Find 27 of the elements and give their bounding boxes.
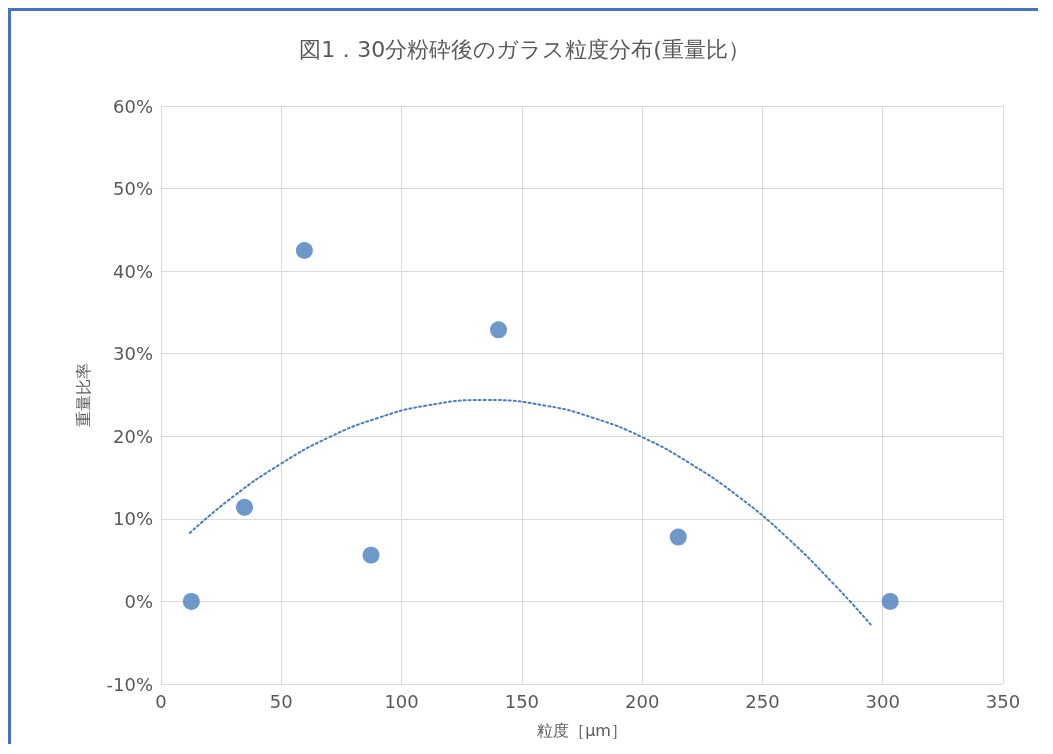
point [182, 592, 200, 610]
x-tick-label: 0 [155, 690, 167, 712]
x-tick-label: 300 [865, 690, 900, 712]
y-axis-title: 重量比率 [73, 363, 93, 427]
point [236, 498, 253, 516]
y-tick-label: -10% [106, 673, 153, 695]
point [490, 321, 508, 339]
y-tick-label: 50% [112, 178, 153, 200]
line-series [188, 398, 872, 626]
x-tick-label: 200 [624, 690, 660, 712]
x-axis-title: 粒度［μm］ [537, 720, 627, 740]
point [669, 528, 687, 546]
y-tick-label: 10% [112, 508, 153, 530]
x-tick-label: 350 [985, 690, 1021, 712]
y-tick-label: 20% [112, 425, 153, 447]
y-tick-label: 40% [112, 260, 153, 282]
x-tick-label: 50 [269, 690, 293, 712]
point [295, 242, 313, 259]
y-tick-label: 60% [112, 95, 153, 117]
y-tick-label: 0% [124, 590, 153, 612]
x-tick-label: 150 [504, 690, 540, 712]
chart-title: 図1．30分粉砕後のガラス粒度分布(重量比） [299, 36, 750, 62]
x-tick-label: 250 [745, 690, 780, 712]
x-tick-label: 100 [384, 690, 419, 712]
y-tick-label: 30% [112, 343, 153, 365]
point [362, 546, 380, 564]
point [881, 592, 899, 610]
